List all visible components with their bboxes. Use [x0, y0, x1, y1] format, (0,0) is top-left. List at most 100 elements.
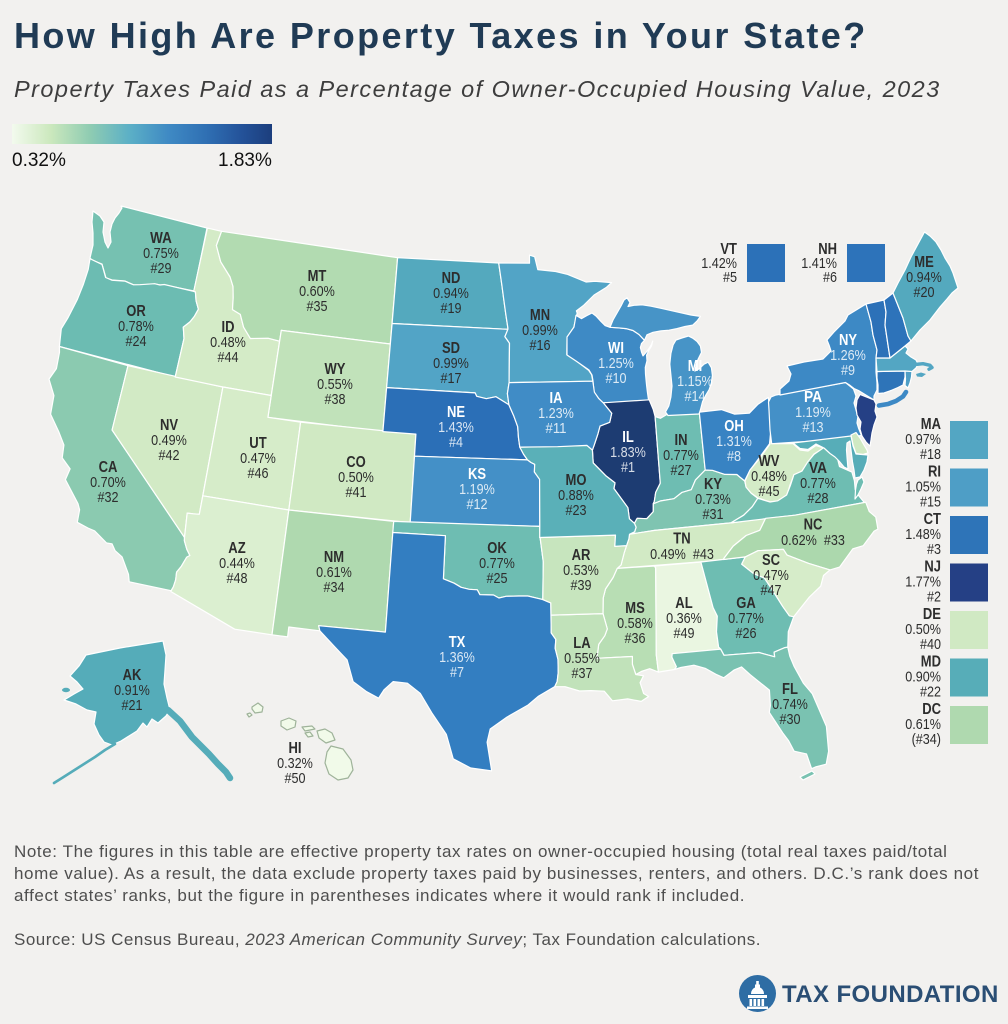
- svg-text:#34: #34: [324, 579, 345, 596]
- svg-text:0.55%: 0.55%: [317, 376, 353, 393]
- svg-text:#18: #18: [920, 446, 941, 463]
- svg-text:NV: NV: [160, 417, 179, 434]
- svg-text:1.41%: 1.41%: [801, 255, 837, 272]
- svg-text:#27: #27: [671, 462, 692, 479]
- svg-text:OR: OR: [126, 303, 146, 320]
- svg-text:ID: ID: [222, 319, 235, 336]
- svg-text:#2: #2: [927, 589, 941, 606]
- svg-text:#9: #9: [841, 362, 855, 379]
- svg-text:#46: #46: [248, 465, 269, 482]
- svg-text:IA: IA: [550, 390, 563, 407]
- svg-text:0.77%: 0.77%: [663, 447, 699, 464]
- svg-text:#45: #45: [759, 483, 780, 500]
- svg-text:#26: #26: [736, 625, 757, 642]
- svg-text:GA: GA: [736, 595, 756, 612]
- svg-text:0.77%: 0.77%: [800, 475, 836, 492]
- svg-text:AL: AL: [675, 595, 692, 612]
- svg-text:IL: IL: [622, 429, 634, 446]
- svg-text:0.58%: 0.58%: [617, 615, 653, 632]
- svg-text:0.99%: 0.99%: [433, 355, 469, 372]
- svg-text:#19: #19: [441, 300, 462, 317]
- svg-text:MO: MO: [566, 472, 587, 489]
- svg-text:1.43%: 1.43%: [438, 419, 474, 436]
- svg-text:#25: #25: [487, 570, 508, 587]
- svg-text:#15: #15: [920, 494, 941, 511]
- svg-text:#36: #36: [625, 630, 646, 647]
- svg-text:HI: HI: [289, 740, 302, 757]
- svg-text:1.19%: 1.19%: [795, 404, 831, 421]
- svg-text:0.91%: 0.91%: [114, 682, 150, 699]
- svg-text:0.75%: 0.75%: [143, 245, 179, 262]
- svg-text:0.50%: 0.50%: [338, 469, 374, 486]
- svg-text:0.60%: 0.60%: [299, 283, 335, 300]
- svg-text:ME: ME: [914, 254, 934, 271]
- svg-text:#1: #1: [621, 459, 635, 476]
- svg-text:1.05%: 1.05%: [905, 478, 941, 495]
- svg-text:MA: MA: [921, 416, 941, 433]
- svg-text:#31: #31: [703, 506, 724, 523]
- svg-text:(#34): (#34): [912, 731, 941, 748]
- svg-text:TX: TX: [449, 634, 466, 651]
- svg-text:0.61%: 0.61%: [316, 564, 352, 581]
- svg-text:MT: MT: [308, 268, 327, 285]
- svg-text:CO: CO: [346, 454, 366, 471]
- svg-text:0.55%: 0.55%: [564, 650, 600, 667]
- svg-text:#10: #10: [606, 370, 627, 387]
- svg-text:KS: KS: [468, 466, 486, 483]
- svg-text:#44: #44: [218, 349, 239, 366]
- svg-text:0.49%: 0.49%: [151, 432, 187, 449]
- svg-text:NM: NM: [324, 549, 344, 566]
- svg-text:IN: IN: [675, 432, 688, 449]
- svg-text:WY: WY: [325, 361, 347, 378]
- svg-text:PA: PA: [804, 389, 822, 406]
- svg-text:#48: #48: [227, 570, 248, 587]
- svg-text:0.88%: 0.88%: [558, 487, 594, 504]
- svg-text:NC: NC: [804, 517, 823, 534]
- svg-text:KY: KY: [704, 476, 723, 493]
- svg-text:1.26%: 1.26%: [830, 347, 866, 364]
- svg-text:AZ: AZ: [228, 540, 246, 557]
- svg-text:#14: #14: [685, 388, 706, 405]
- svg-text:0.99%: 0.99%: [522, 322, 558, 339]
- svg-text:#11: #11: [546, 420, 567, 437]
- svg-text:1.31%: 1.31%: [716, 433, 752, 450]
- svg-text:#12: #12: [467, 496, 488, 513]
- svg-text:DE: DE: [923, 606, 941, 623]
- svg-text:#13: #13: [803, 419, 824, 436]
- svg-text:NY: NY: [839, 332, 858, 349]
- svg-text:0.78%: 0.78%: [118, 318, 154, 335]
- svg-text:WV: WV: [759, 453, 781, 470]
- svg-text:#30: #30: [780, 711, 801, 728]
- svg-text:MS: MS: [625, 600, 645, 617]
- svg-text:#3: #3: [927, 541, 941, 558]
- svg-text:AR: AR: [572, 547, 591, 564]
- svg-text:1.19%: 1.19%: [459, 481, 495, 498]
- svg-text:#16: #16: [530, 337, 551, 354]
- svg-text:#6: #6: [823, 269, 837, 286]
- svg-text:WI: WI: [608, 340, 624, 357]
- svg-text:#29: #29: [151, 260, 172, 277]
- svg-text:0.70%: 0.70%: [90, 474, 126, 491]
- svg-text:0.73%: 0.73%: [695, 491, 731, 508]
- svg-text:SC: SC: [762, 552, 780, 569]
- svg-text:#42: #42: [159, 447, 180, 464]
- svg-text:0.74%: 0.74%: [772, 696, 808, 713]
- svg-text:FL: FL: [782, 681, 798, 698]
- svg-text:1.23%: 1.23%: [538, 405, 574, 422]
- svg-text:#22: #22: [920, 684, 941, 701]
- svg-text:MD: MD: [921, 653, 941, 670]
- svg-text:NH: NH: [818, 241, 837, 258]
- svg-text:#40: #40: [920, 636, 941, 653]
- svg-text:0.48%: 0.48%: [210, 334, 246, 351]
- svg-text:#38: #38: [325, 391, 346, 408]
- svg-text:0.97%: 0.97%: [905, 431, 941, 448]
- svg-text:0.44%: 0.44%: [219, 555, 255, 572]
- svg-text:MN: MN: [530, 307, 550, 324]
- svg-text:#37: #37: [572, 665, 593, 682]
- svg-text:0.47%: 0.47%: [240, 450, 276, 467]
- svg-text:#7: #7: [450, 664, 464, 681]
- svg-text:VT: VT: [720, 241, 737, 258]
- svg-text:CT: CT: [924, 511, 942, 528]
- svg-text:UT: UT: [249, 435, 267, 452]
- svg-text:NE: NE: [447, 404, 465, 421]
